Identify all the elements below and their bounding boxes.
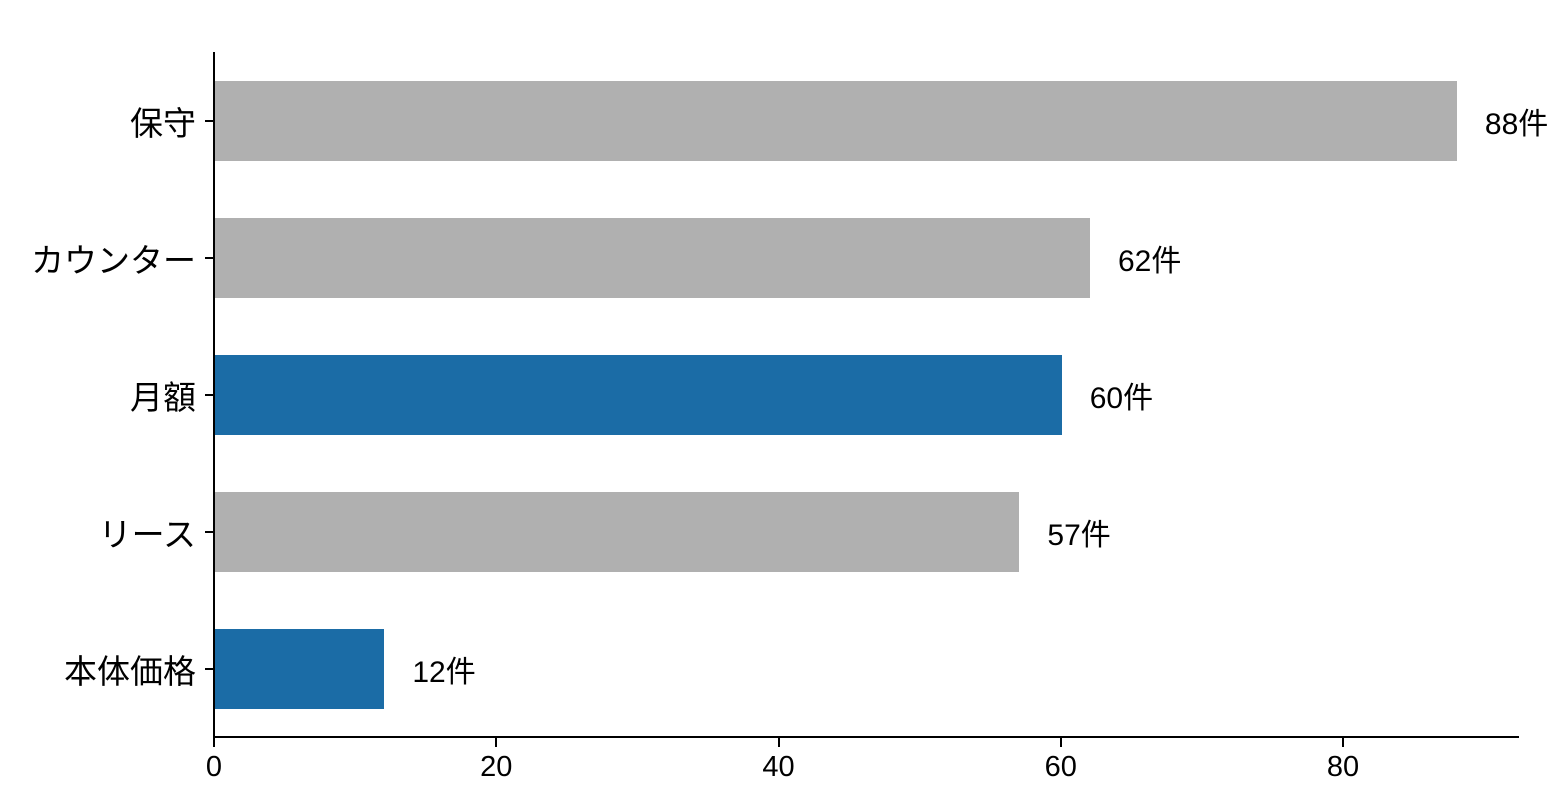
x-tick [1059,738,1062,747]
y-tick [205,393,213,396]
x-axis-line [213,736,1519,738]
category-label: カウンター [31,241,196,279]
category-label: リース [98,515,196,553]
value-label: 62件 [1117,244,1182,278]
x-tick-label: 80 [1326,751,1360,783]
value-label: 57件 [1047,518,1111,552]
y-tick [205,667,213,670]
bar [215,628,385,709]
x-tick [777,738,780,747]
bar [215,80,1457,161]
category-label: 保守 [130,104,196,142]
value-label: 60件 [1089,381,1154,415]
bar [215,217,1090,298]
category-label: 本体価格 [64,652,196,690]
y-axis-line [213,52,215,738]
y-tick [205,119,213,122]
x-tick-label: 0 [205,751,223,783]
x-tick [213,738,215,747]
bar [215,354,1062,435]
category-label: 月額 [130,378,196,416]
x-tick-label: 40 [762,751,795,783]
x-tick [495,738,498,747]
value-label: 88件 [1484,107,1549,141]
y-tick [205,530,213,533]
x-tick-label: 20 [480,751,513,783]
bar [215,491,1020,572]
value-label: 12件 [412,655,476,689]
x-tick-label: 60 [1044,751,1077,783]
y-tick [205,256,213,259]
x-tick [1342,738,1344,747]
